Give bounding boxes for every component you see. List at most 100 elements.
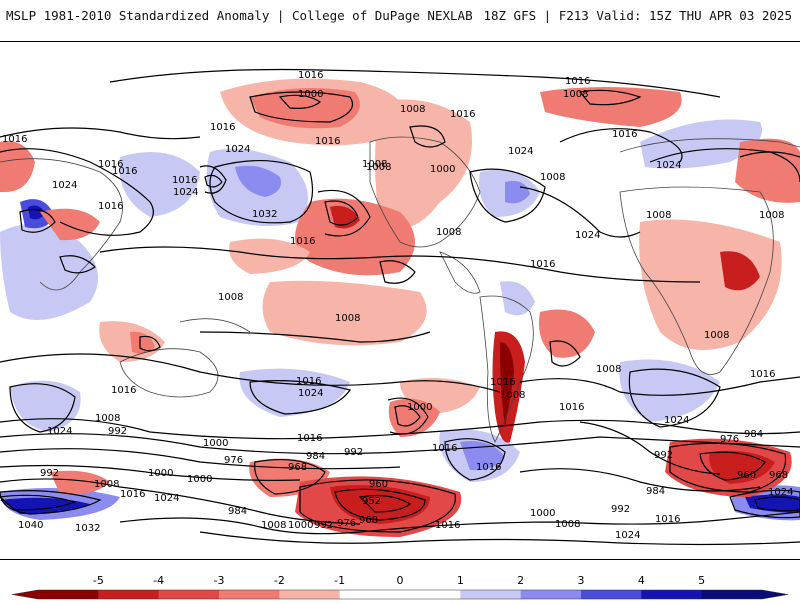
isobar-label: 1008 (500, 390, 525, 401)
isobar-label: 1016 (655, 514, 680, 525)
isobar-label: 1008 (436, 227, 461, 238)
colorbar-tick-label: -5 (93, 574, 104, 587)
isobar-label: 1000 (407, 402, 432, 413)
isobar-label: 1016 (98, 159, 123, 170)
isobar-label: 1024 (664, 415, 689, 426)
colorbar-tick-label: -3 (214, 574, 225, 587)
isobar-label: 1008 (759, 210, 784, 221)
isobar-label: 1016 (210, 122, 235, 133)
isobar-label: 1008 (555, 519, 580, 530)
isobar-label: 1008 (704, 330, 729, 341)
isobar-label: 1016 (559, 402, 584, 413)
colorbar-tick-label: 4 (638, 574, 645, 587)
colorbar-min-arrow (12, 590, 38, 599)
isobar-label: 1000 (187, 474, 212, 485)
colorbar-graphic: -5 -4 -3 -2 -1 0 1 2 3 4 5 (11, 574, 789, 600)
isobar-label: 1024 (225, 144, 250, 155)
colorbar-swatch (581, 590, 642, 599)
isobar-label: 1024 (173, 187, 198, 198)
isobar-label: 1000 (530, 508, 555, 519)
colorbar-tick-label: 2 (517, 574, 524, 587)
isobar-label: 984 (646, 486, 665, 497)
isobar-label: 1016 (450, 109, 475, 120)
isobar-label: 1008 (335, 313, 360, 324)
isobar-label: 976 (224, 455, 243, 466)
isobar-label: 1008 (95, 413, 120, 424)
colorbar-swatch (460, 590, 522, 599)
isobar-label: 976 (720, 434, 739, 445)
isobar-label: 1016 (2, 134, 27, 145)
isobar-label: 960 (369, 479, 388, 490)
colorbar-swatch (279, 590, 341, 599)
isobar-label: 1024 (656, 160, 681, 171)
colorbar-swatch (158, 590, 220, 599)
isobar-label: 1016 (111, 385, 136, 396)
isobar-label: 1024 (47, 426, 72, 437)
isobar-label: 1000 (430, 164, 455, 175)
isobar-label: 1032 (252, 209, 277, 220)
isobar-label: 1024 (52, 180, 77, 191)
isobar-label: 952 (362, 496, 381, 507)
colorbar-swatches (11, 589, 789, 600)
isobar-label: 960 (737, 470, 756, 481)
isobar-label: 1008 (646, 210, 671, 221)
isobar-label: 984 (744, 429, 763, 440)
isobar-label: 1016 (296, 376, 321, 387)
colorbar-tick-labels: -5 -4 -3 -2 -1 0 1 2 3 4 5 (93, 574, 705, 587)
isobar-label: 984 (228, 506, 247, 517)
isobar-label: 992 (314, 520, 333, 531)
isobar-label: 1016 (172, 175, 197, 186)
isobar-label: 1008 (362, 159, 387, 170)
positive-anomaly-shading (0, 119, 800, 521)
isobar-label: 1000 (148, 468, 173, 479)
isobar-label: 984 (306, 451, 325, 462)
isobar-label: 1016 (432, 443, 457, 454)
isobar-label: 992 (611, 504, 630, 515)
isobar-label: 1016 (435, 520, 460, 531)
isobar-label: 968 (288, 462, 307, 473)
isobar-label: 1008 (366, 162, 391, 173)
isobar-label: 1008 (563, 89, 588, 100)
isobar-label: 992 (40, 468, 59, 479)
isobar-label: 1016 (612, 129, 637, 140)
isobar-label: 1008 (261, 520, 286, 531)
isobar-label: 1008 (540, 172, 565, 183)
isobar-label: 1000 (203, 438, 228, 449)
isobar-label: 1024 (508, 146, 533, 157)
map-title: MSLP 1981-2010 Standardized Anomaly | Co… (6, 8, 473, 23)
isobar-label: 1008 (400, 104, 425, 115)
isobar-label: 1008 (218, 292, 243, 303)
colorbar-tick-label: -1 (334, 574, 345, 587)
isobar-label: 1016 (120, 489, 145, 500)
isobar-label: 1024 (615, 530, 640, 541)
isobar-label: 992 (654, 450, 673, 461)
anomaly-map[interactable]: 1016 1016 1008 1000 1016 1008 1016 1016 … (0, 41, 800, 560)
isobar-label: 1024 (575, 230, 600, 241)
colorbar-swatch (400, 590, 461, 599)
anomaly-colorbar: -5 -4 -3 -2 -1 0 1 2 3 4 5 (0, 562, 800, 600)
isobar-label: 1024 (298, 388, 323, 399)
isobar-label: 976 (337, 518, 356, 529)
colorbar-max-arrow (762, 590, 788, 599)
isobar-label: 1024 (154, 493, 179, 504)
isobar-label: 1016 (750, 369, 775, 380)
colorbar-swatch (339, 590, 401, 599)
model-valid-time: 18Z GFS | F213 Valid: 15Z THU APR 03 202… (483, 8, 792, 23)
isobar-label: 968 (359, 515, 378, 526)
isobar-label: 968 (769, 470, 788, 481)
colorbar-tick-label: 1 (457, 574, 464, 587)
isobar-label: 1016 (476, 462, 501, 473)
isobar-label: 1000 (288, 520, 313, 531)
isobars (0, 68, 800, 546)
colorbar-tick-label: -2 (274, 574, 285, 587)
isobar-label: 1016 (530, 259, 555, 270)
colorbar-tick-label: 0 (397, 574, 404, 587)
isobar-label: 992 (344, 447, 363, 458)
isobar-label: 1024 (768, 487, 793, 498)
isobar-label: 1008 (94, 479, 119, 490)
isobar-label: 1016 (298, 70, 323, 81)
colorbar-tick-label: 3 (578, 574, 585, 587)
isobar-labels: 1016 1016 1008 1000 1016 1008 1016 1016 … (2, 70, 793, 541)
colorbar-swatch (641, 590, 703, 599)
colorbar-swatch (38, 590, 99, 599)
